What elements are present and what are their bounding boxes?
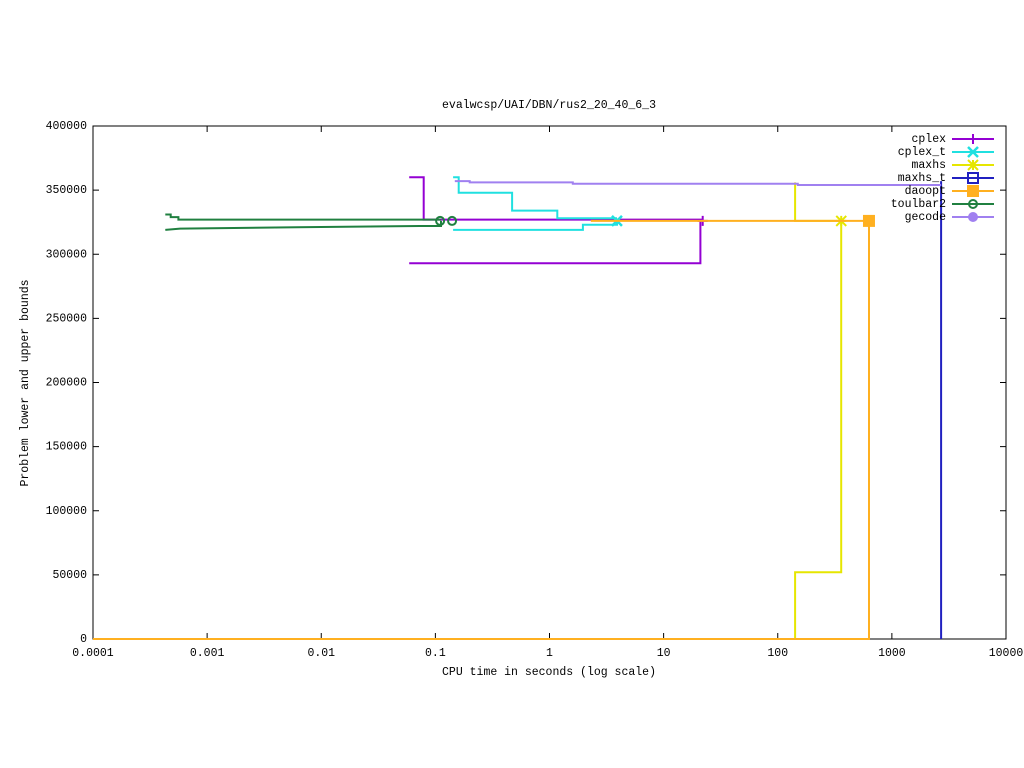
legend-label: toulbar2 [891,198,946,211]
legend-label: cplex [911,133,946,146]
x-tick-label: 1 [546,647,553,660]
y-tick-label: 200000 [46,377,88,390]
chart-title: evalwcsp/UAI/DBN/rus2_20_40_6_3 [442,99,656,112]
series-line [93,219,870,640]
x-tick-label: 10000 [989,647,1024,660]
series-line [454,180,942,186]
legend-label: cplex_t [898,146,946,159]
series-marker [435,215,446,226]
legend-label: maxhs_t [898,172,946,185]
x-axis-label: CPU time in seconds (log scale) [442,666,656,679]
x-tick-label: 0.0001 [72,647,114,660]
x-tick-label: 0.001 [190,647,225,660]
legend-marker [967,185,979,197]
x-tick-label: 0.01 [307,647,335,660]
legend-label: gecode [905,211,947,224]
legend-marker [967,146,979,158]
y-tick-label: 50000 [52,569,87,582]
series-marker [447,215,458,226]
legend-label: daoopt [905,185,946,198]
y-tick-label: 250000 [46,312,88,325]
legend-marker [967,159,979,171]
legend-marker [967,172,979,184]
y-axis-label: Problem lower and upper bounds [19,279,32,486]
x-tick-label: 1000 [878,647,906,660]
y-tick-label: 100000 [46,505,88,518]
series-line [165,213,442,231]
x-tick-label: 100 [767,647,788,660]
y-tick-label: 350000 [46,184,88,197]
series-marker [862,214,875,227]
series-line [93,182,843,640]
y-tick-label: 400000 [46,120,88,133]
y-tick-label: 300000 [46,248,88,261]
y-tick-label: 150000 [46,441,88,454]
legend-label: maxhs [911,159,946,172]
legend-marker [968,134,978,144]
series-line [453,176,618,231]
legend-marker [968,212,978,222]
y-tick-label: 0 [80,633,87,646]
series-line [409,176,703,265]
legend-marker [968,199,978,209]
x-tick-label: 10 [657,647,671,660]
x-tick-label: 0.1 [425,647,446,660]
